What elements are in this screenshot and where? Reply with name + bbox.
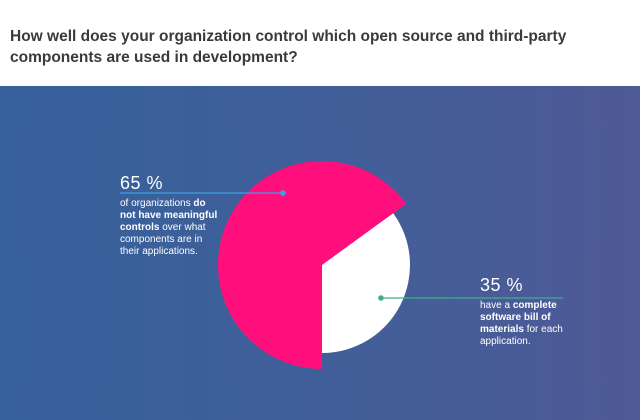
description-text-after: for each application.: [480, 324, 563, 347]
description-sbom: have a complete software bill of materia…: [480, 300, 590, 348]
percent-label-sbom: 35 %: [480, 275, 524, 295]
callout-no-controls: 65 % of organizations do not have meanin…: [120, 173, 220, 258]
percent-label-no-controls: 65 %: [120, 173, 164, 193]
pie-slice-no-controls: [218, 161, 407, 369]
description-text-after: over what components are in their applic…: [120, 222, 206, 257]
question-title: How well does your organization control …: [10, 28, 567, 66]
pie-slice-sbom: [322, 213, 411, 353]
leader-dot-no-controls: [280, 190, 286, 196]
description-text-before: have a: [480, 300, 511, 311]
description-text-bold: do not have meaningful controls: [120, 198, 218, 233]
description-text-bold: complete software bill of materials: [480, 300, 557, 335]
callout-sbom: 35 % have a complete software bill of ma…: [480, 275, 590, 348]
header: How well does your organization control …: [0, 0, 640, 86]
description-text-before: of organizations: [120, 198, 191, 209]
leader-dot-sbom: [378, 295, 384, 301]
description-no-controls: of organizations do not have meaningful …: [120, 198, 220, 258]
